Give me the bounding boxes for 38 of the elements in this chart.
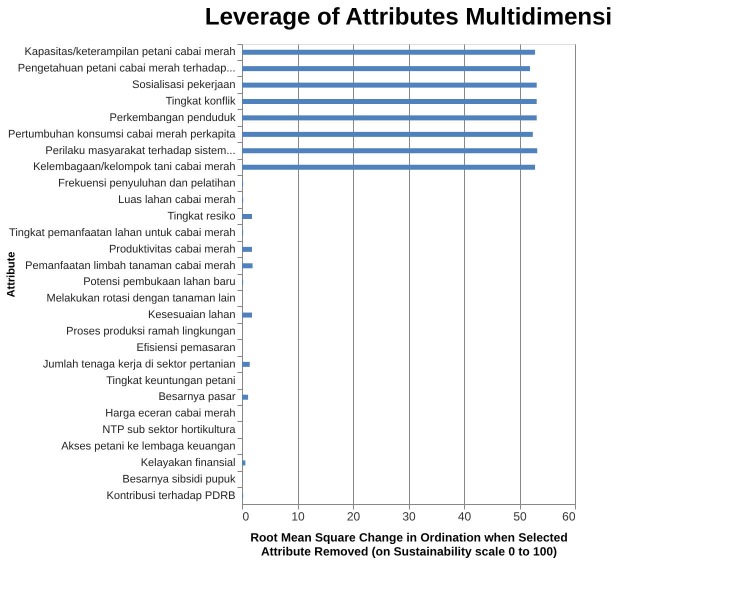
y-tick-label: Tingkat keuntungan petani bbox=[106, 374, 236, 387]
y-tick-label: Frekuensi penyuluhan dan pelatihan bbox=[58, 178, 236, 190]
y-tick-label: Besarnya pasar bbox=[158, 391, 236, 404]
y-tick-label: Besarnya sibsidi pupuk bbox=[122, 473, 236, 486]
chart-title: Leverage of Attributes Multidimensi bbox=[204, 4, 612, 30]
x-axis-title: Root Mean Square Change in Ordination when Selected Attribute Removed (on Sustainability scale 0 to 100) bbox=[250, 530, 568, 558]
y-tick-label: Perilaku masyarakat terhadap sistem... bbox=[45, 144, 236, 157]
y-tick-label: Kapasitas/keterampilan petani cabai merah bbox=[24, 46, 236, 58]
y-axis-title: Attribute bbox=[6, 252, 18, 298]
x-tick-label: 10 bbox=[291, 510, 305, 524]
y-tick-label: Tingkat resiko bbox=[167, 210, 236, 222]
y-tick-label: Kesesuaian lahan bbox=[148, 309, 236, 322]
y-tick-label: Perkembangan penduduk bbox=[110, 112, 236, 124]
x-tick-label: 60 bbox=[562, 510, 576, 524]
y-tick-label: Pemanfaatan limbah tanaman cabai merah bbox=[25, 260, 236, 272]
y-tick-label: Tingkat pemanfaatan lahan untuk cabai merah bbox=[9, 226, 236, 239]
y-tick-label: Tingkat konflik bbox=[166, 96, 236, 108]
y-tick-label: Potensi pembukaan lahan baru bbox=[83, 276, 236, 288]
y-tick-label: Harga eceran cabai merah bbox=[105, 408, 236, 420]
y-tick-label: Melakukan rotasi dengan tanaman lain bbox=[46, 292, 236, 305]
y-tick-label: Kontribusi terhadap PDRB bbox=[106, 490, 236, 502]
y-tick-label: NTP sub sektor hortikultura bbox=[102, 424, 236, 436]
y-tick-label: Efisiensi pemasaran bbox=[136, 342, 236, 354]
x-tick-label: 30 bbox=[402, 510, 416, 524]
x-tick-label: 0 bbox=[242, 510, 250, 524]
y-tick-label: Kelembagaan/kelompok tani cabai merah bbox=[33, 161, 236, 174]
x-tick-label: 20 bbox=[346, 510, 360, 524]
y-tick-label: Pengetahuan petani cabai merah terhadap... bbox=[18, 62, 236, 75]
y-tick-label: Jumlah tenaga kerja di sektor pertanian bbox=[42, 358, 236, 370]
y-tick-label: Sosialisasi pekerjaan bbox=[132, 79, 236, 92]
y-tick-label: Produktivitas cabai merah bbox=[108, 243, 236, 256]
y-tick-label: Proses produksi ramah lingkungan bbox=[66, 326, 236, 338]
y-tick-label: Kelayakan finansial bbox=[140, 456, 236, 469]
x-tick-label: 40 bbox=[458, 510, 472, 524]
y-tick-label: Pertumbuhan konsumsi cabai merah perkapita bbox=[8, 128, 236, 140]
y-tick-label: Akses petani ke lembaga keuangan bbox=[61, 440, 236, 452]
x-tick-label: 50 bbox=[513, 510, 527, 524]
y-tick-label: Luas lahan cabai merah bbox=[118, 194, 236, 206]
